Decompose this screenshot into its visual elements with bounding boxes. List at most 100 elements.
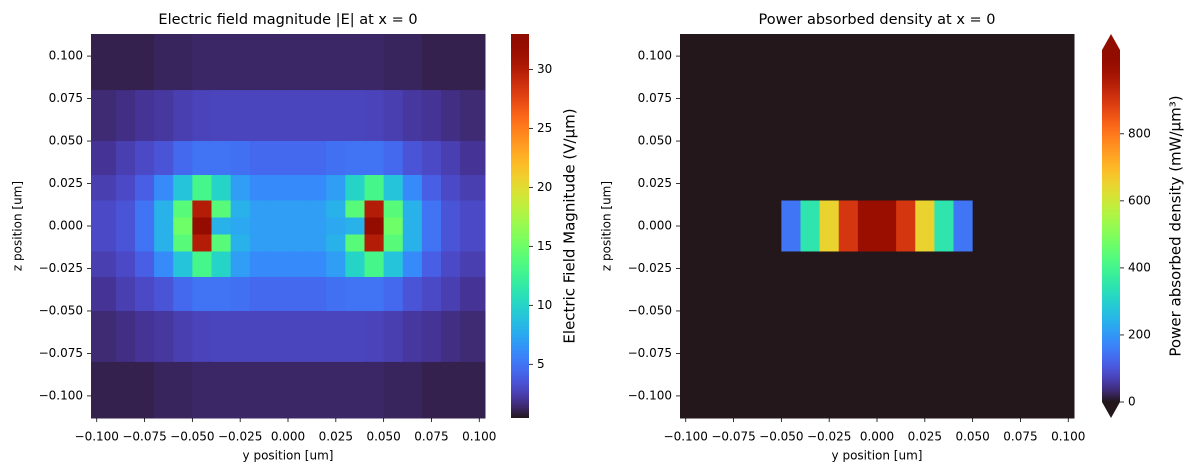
heatmap-cell	[915, 200, 935, 219]
heatmap-cell	[441, 276, 461, 312]
heatmap-cell	[230, 141, 251, 176]
heatmap-cell	[953, 90, 974, 142]
heatmap-cell	[383, 361, 404, 419]
heatmap-cell	[723, 34, 744, 91]
heatmap-cell	[345, 141, 366, 176]
heatmap-cell	[173, 90, 193, 142]
heatmap-cell	[680, 361, 706, 419]
heatmap-cell	[723, 90, 744, 142]
heatmap-cell	[972, 310, 993, 363]
heatmap-cell	[288, 217, 308, 235]
heatmap-cell	[154, 234, 174, 252]
heatmap-cell	[838, 217, 859, 235]
heatmap-cell	[857, 234, 878, 252]
heatmap-cell	[800, 141, 821, 176]
heatmap-cell	[972, 251, 993, 278]
heatmap-cell	[268, 141, 289, 176]
colorbar-extend-bottom	[1102, 402, 1120, 418]
heatmap-cell	[154, 200, 174, 219]
heatmap-cell	[115, 234, 136, 252]
heatmap-cell	[115, 361, 136, 419]
heatmap-cell	[460, 217, 486, 235]
heatmap-cell	[154, 175, 174, 202]
heatmap-cell	[268, 200, 289, 219]
colorbar	[511, 34, 529, 418]
colorbar-tick-label: 25	[537, 121, 552, 135]
heatmap-cell	[307, 251, 327, 278]
heatmap-cell	[915, 217, 935, 235]
heatmap-cell	[421, 361, 442, 419]
heatmap-cell	[326, 234, 346, 252]
x-tick-label: 0.075	[1003, 430, 1037, 444]
heatmap-cell	[972, 217, 993, 235]
heatmap-cell	[173, 276, 193, 312]
heatmap-cell	[441, 251, 461, 278]
y-tick-label: −0.025	[628, 261, 672, 275]
heatmap-cell	[288, 141, 308, 176]
heatmap-cell	[743, 34, 763, 91]
heatmap-cell	[326, 310, 346, 363]
heatmap-cell	[991, 217, 1012, 235]
heatmap-cell	[383, 175, 404, 202]
heatmap-cell	[91, 251, 117, 278]
heatmap-cell	[704, 276, 725, 312]
heatmap-cell	[288, 175, 308, 202]
heatmap-cell	[762, 234, 782, 252]
heatmap-cell	[704, 217, 725, 235]
heatmap-cell	[173, 310, 193, 363]
heatmap-cell	[857, 175, 878, 202]
heatmap-cell	[402, 251, 423, 278]
heatmap-cell	[460, 34, 486, 91]
heatmap-cell	[288, 310, 308, 363]
heatmap-cell	[326, 34, 346, 91]
heatmap-cell	[953, 217, 974, 235]
heatmap-cell	[838, 310, 859, 363]
heatmap-cell	[762, 276, 782, 312]
heatmap-cell	[383, 217, 404, 235]
heatmap-cell	[211, 234, 232, 252]
heatmap-cell	[1010, 361, 1031, 419]
heatmap-cell	[762, 251, 782, 278]
heatmap-cell	[115, 251, 136, 278]
heatmap-cell	[364, 141, 385, 176]
heatmap-cell	[307, 200, 327, 219]
heatmap-cell	[307, 34, 327, 91]
heatmap-cell	[953, 361, 974, 419]
heatmap-cell	[762, 217, 782, 235]
heatmap-cell	[723, 200, 744, 219]
heatmap-cell	[460, 276, 486, 312]
heatmap-cell	[345, 276, 366, 312]
heatmap-cell	[421, 310, 442, 363]
heatmap-cell	[743, 361, 763, 419]
heatmap-cell	[460, 234, 486, 252]
heatmap-cell	[230, 175, 251, 202]
heatmap-cell	[249, 175, 270, 202]
heatmap-cell	[934, 310, 955, 363]
heatmap-cell	[934, 251, 955, 278]
heatmap-cell	[934, 217, 955, 235]
heatmap-cell	[1010, 234, 1031, 252]
x-axis-label: y position [um]	[832, 449, 923, 463]
heatmap-cell	[781, 276, 801, 312]
heatmap-cell	[345, 361, 366, 419]
heatmap-cell	[877, 276, 897, 312]
heatmap-cell	[991, 251, 1012, 278]
heatmap-cell	[230, 310, 251, 363]
heatmap-cell	[307, 175, 327, 202]
heatmap-cell	[402, 34, 423, 91]
heatmap-cell	[441, 361, 461, 419]
y-tick-label: −0.050	[39, 303, 83, 317]
heatmap-cell	[781, 234, 801, 252]
colorbar-tick-label: 15	[537, 239, 552, 253]
heatmap-cell	[877, 90, 897, 142]
heatmap-cell	[877, 34, 897, 91]
heatmap-cell	[192, 251, 212, 278]
heatmap-cell	[249, 251, 270, 278]
heatmap-cell	[364, 200, 385, 219]
heatmap-cell	[345, 234, 366, 252]
heatmap-cell	[857, 217, 878, 235]
heatmap-cell	[723, 141, 744, 176]
heatmap-cell	[345, 310, 366, 363]
heatmap-cell	[915, 310, 935, 363]
heatmap-cell	[173, 361, 193, 419]
